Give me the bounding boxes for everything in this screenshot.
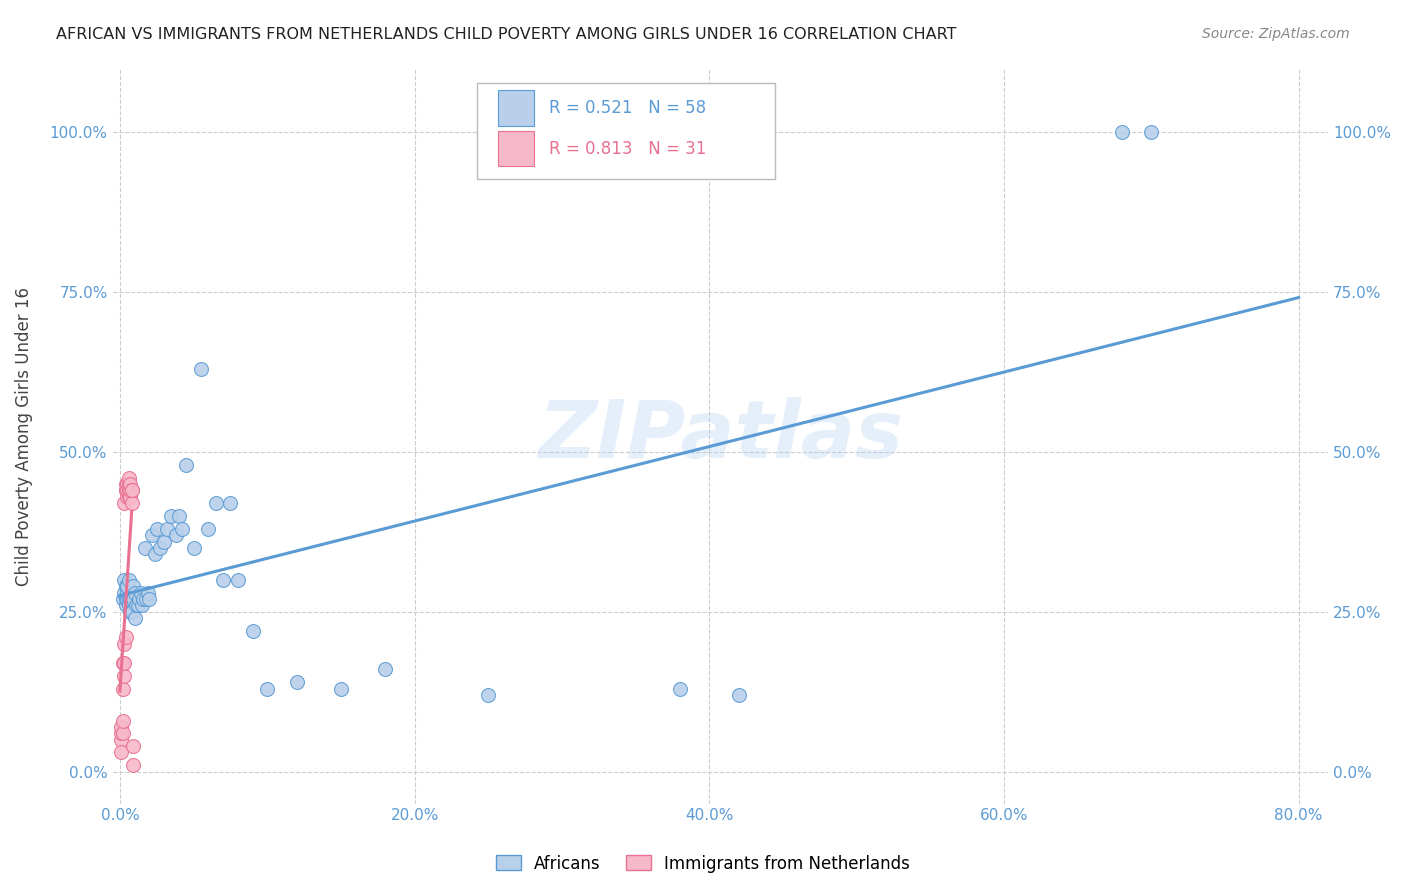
Point [117,585,139,599]
Text: R = 0.521   N = 58: R = 0.521 N = 58 [548,99,706,117]
Point [153,534,176,549]
Point [1111,125,1133,139]
Point [121,483,143,498]
Point [112,585,135,599]
Point [121,585,143,599]
Point [141,528,163,542]
Point [197,522,219,536]
Point [165,528,187,542]
Point [121,605,143,619]
Point [174,458,197,472]
Text: Source: ZipAtlas.com: Source: ZipAtlas.com [1202,27,1350,41]
Point [122,592,145,607]
Text: AFRICAN VS IMMIGRANTS FROM NETHERLANDS CHILD POVERTY AMONG GIRLS UNDER 16 CORREL: AFRICAN VS IMMIGRANTS FROM NETHERLANDS C… [56,27,956,42]
Point [122,739,145,753]
Point [183,541,205,555]
Point [111,714,134,728]
Text: ZIPatlas: ZIPatlas [538,397,903,475]
Point [256,681,278,696]
Point [112,496,135,510]
Point [167,508,190,523]
Point [112,669,135,683]
Point [120,483,142,498]
FancyBboxPatch shape [498,90,534,126]
Point [129,585,152,599]
Point [156,522,179,536]
Point [111,592,134,607]
Point [114,483,136,498]
Point [117,592,139,607]
Point [110,726,132,740]
Point [120,592,142,607]
Point [118,470,141,484]
Point [112,637,135,651]
Point [121,496,143,510]
Point [132,592,155,607]
Point [143,547,166,561]
Point [149,541,172,555]
Point [110,746,132,760]
Point [114,579,136,593]
Point [114,631,136,645]
Point [160,508,183,523]
Point [111,726,134,740]
Point [669,681,692,696]
Point [117,483,139,498]
Point [118,490,141,504]
Point [117,477,139,491]
Point [136,585,159,599]
Y-axis label: Child Poverty Among Girls Under 16: Child Poverty Among Girls Under 16 [15,286,32,585]
Point [111,681,134,696]
FancyBboxPatch shape [477,83,775,178]
Point [114,477,136,491]
Point [118,573,141,587]
Point [125,599,148,613]
Point [138,592,160,607]
Point [190,362,212,376]
FancyBboxPatch shape [498,131,534,166]
Point [131,599,153,613]
Legend: Africans, Immigrants from Netherlands: Africans, Immigrants from Netherlands [489,848,917,880]
Point [122,579,145,593]
Point [128,592,150,607]
Point [226,573,249,587]
Point [219,496,242,510]
Point [145,522,167,536]
Point [110,732,132,747]
Point [727,688,749,702]
Point [135,592,157,607]
Text: R = 0.813   N = 31: R = 0.813 N = 31 [548,140,706,158]
Point [170,522,193,536]
Point [134,541,156,555]
Point [242,624,264,638]
Point [118,592,141,607]
Point [114,592,136,607]
Point [122,758,145,772]
Point [114,599,136,613]
Point [374,662,396,676]
Point [212,573,235,587]
Point [110,720,132,734]
Point [1140,125,1163,139]
Point [112,573,135,587]
Point [127,599,149,613]
Point [120,490,142,504]
Point [112,656,135,670]
Point [477,688,499,702]
Point [111,656,134,670]
Point [285,675,308,690]
Point [121,483,143,498]
Point [124,611,146,625]
Point [117,579,139,593]
Point [114,483,136,498]
Point [118,599,141,613]
Point [329,681,352,696]
Point [118,483,141,498]
Point [118,477,141,491]
Point [204,496,226,510]
Point [120,605,142,619]
Point [120,477,142,491]
Point [124,585,146,599]
Point [117,490,139,504]
